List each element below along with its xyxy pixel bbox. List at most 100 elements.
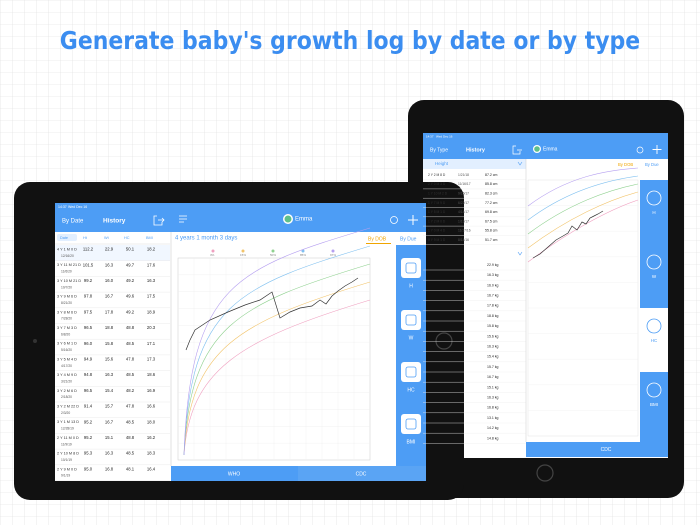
label: 95.2 <box>84 419 93 424</box>
label: 4 Y 1 M 0 D <box>57 248 77 252</box>
footer <box>526 442 668 457</box>
label: 49.7 <box>126 262 135 267</box>
label: 14.2 kg <box>487 426 499 430</box>
column-header[interactable]: Ht <box>83 236 88 240</box>
label: 0 Y 9 M 1 D <box>428 238 446 242</box>
reference-curve <box>527 191 639 249</box>
settings-icon[interactable] <box>636 146 644 154</box>
label: 15.8 kg <box>487 324 499 328</box>
settings-icon[interactable] <box>390 216 398 224</box>
type-button[interactable] <box>401 414 421 434</box>
label: 16.0 kg <box>487 283 499 287</box>
label: 48.5 <box>126 372 135 377</box>
sort-button[interactable]: By Date <box>62 219 84 225</box>
label: 6/8/20 <box>61 332 70 336</box>
footer-tab[interactable]: CDC <box>601 447 612 453</box>
export-icon[interactable] <box>153 215 165 226</box>
label: 1 Y 10 M 2 D <box>428 191 448 195</box>
tab[interactable]: By DOB <box>368 236 387 242</box>
label: 16.8 kg <box>487 406 499 410</box>
label: 96.5 <box>84 325 93 330</box>
label: 67.5 cm <box>485 219 498 223</box>
column-header[interactable]: BMI <box>146 236 153 240</box>
label: 48.5 <box>126 451 135 456</box>
type-button[interactable] <box>401 362 421 382</box>
reference-curve <box>527 175 639 221</box>
tab[interactable]: By Due <box>645 162 659 167</box>
label: 3 Y 2 M 22 D <box>57 405 79 409</box>
collapse-icon[interactable] <box>517 161 523 166</box>
label: 48.5 <box>126 419 135 424</box>
legend-label: 3% <box>210 253 215 257</box>
reference-curve <box>183 245 371 456</box>
tab[interactable]: By DOB <box>618 162 633 167</box>
column-header[interactable]: Date <box>60 236 68 240</box>
label: 4/14/17 <box>458 210 469 214</box>
footer-tab[interactable]: WHO <box>228 471 240 477</box>
label: 51.7 cm <box>485 238 498 242</box>
label: 2 Y 0 M 3 D <box>428 182 446 186</box>
type-icon <box>405 262 417 274</box>
label: 17.8 kg <box>487 304 499 308</box>
column-header[interactable]: Wt <box>104 236 110 240</box>
legend-dot <box>331 249 335 253</box>
section-header <box>423 159 526 169</box>
label: 6/22/17 <box>458 201 469 205</box>
expand-icon[interactable] <box>517 251 523 256</box>
label: 1 Y 7 M 9 D <box>428 201 446 205</box>
label: 94.9 <box>84 357 93 362</box>
label: 2 Y 2 M 8 D <box>428 173 446 177</box>
legend-dot <box>301 249 305 253</box>
label: 14:37 <box>58 205 67 209</box>
label: 17.3 <box>147 357 156 362</box>
label: 96.5 <box>84 388 93 393</box>
selected-row <box>55 245 170 261</box>
type-icon <box>405 366 417 378</box>
label: 48.5 <box>126 341 135 346</box>
label: 7/28/20 <box>61 317 72 321</box>
footer-tab[interactable]: CDC <box>356 471 367 477</box>
type-button[interactable] <box>646 382 662 398</box>
label: 2 Y 11 M 0 D <box>57 436 79 440</box>
add-icon[interactable] <box>408 215 418 225</box>
reference-curve <box>183 281 371 456</box>
label: BMI <box>650 402 658 407</box>
label: 17.5 <box>147 294 156 299</box>
type-button[interactable] <box>401 310 421 330</box>
type-button[interactable] <box>646 254 662 270</box>
label: 16.7 kg <box>487 375 499 379</box>
home-button <box>536 464 554 482</box>
label: 2/18/20 <box>61 395 72 399</box>
label: W <box>652 274 657 279</box>
label: 95.3 <box>84 451 93 456</box>
label: 112.2 <box>83 247 94 252</box>
avatar-inner <box>284 215 292 223</box>
label: 97.5 <box>84 309 93 314</box>
label: Wed Dec 16 <box>436 134 453 138</box>
column-header[interactable]: HC <box>124 236 130 240</box>
label: 10/7/20 <box>61 285 72 289</box>
label: 3 Y 9 M 6 D <box>57 295 77 299</box>
label: 15.6 kg <box>487 334 499 338</box>
label: 16.7 <box>105 294 114 299</box>
menu-icon[interactable] <box>179 215 187 223</box>
export-icon[interactable] <box>512 145 522 155</box>
sort-button[interactable]: By Type <box>430 147 448 153</box>
label: 15.1 <box>105 435 114 440</box>
type-button[interactable] <box>646 318 662 334</box>
legend-dot <box>241 249 245 253</box>
label: 3 Y 6 M 1 D <box>57 342 77 346</box>
label: 3 Y 5 M 4 D <box>57 357 77 361</box>
type-button[interactable] <box>401 258 421 278</box>
label: 16.7 kg <box>487 294 499 298</box>
tab[interactable]: By Due <box>400 236 417 242</box>
label: 16.2 <box>147 435 156 440</box>
label: 18.3 <box>147 451 156 456</box>
type-button[interactable] <box>646 190 662 206</box>
label: Emma <box>295 217 313 223</box>
add-icon[interactable] <box>652 145 662 154</box>
label: 16.9 <box>147 388 156 393</box>
label: 15.6 <box>105 357 114 362</box>
